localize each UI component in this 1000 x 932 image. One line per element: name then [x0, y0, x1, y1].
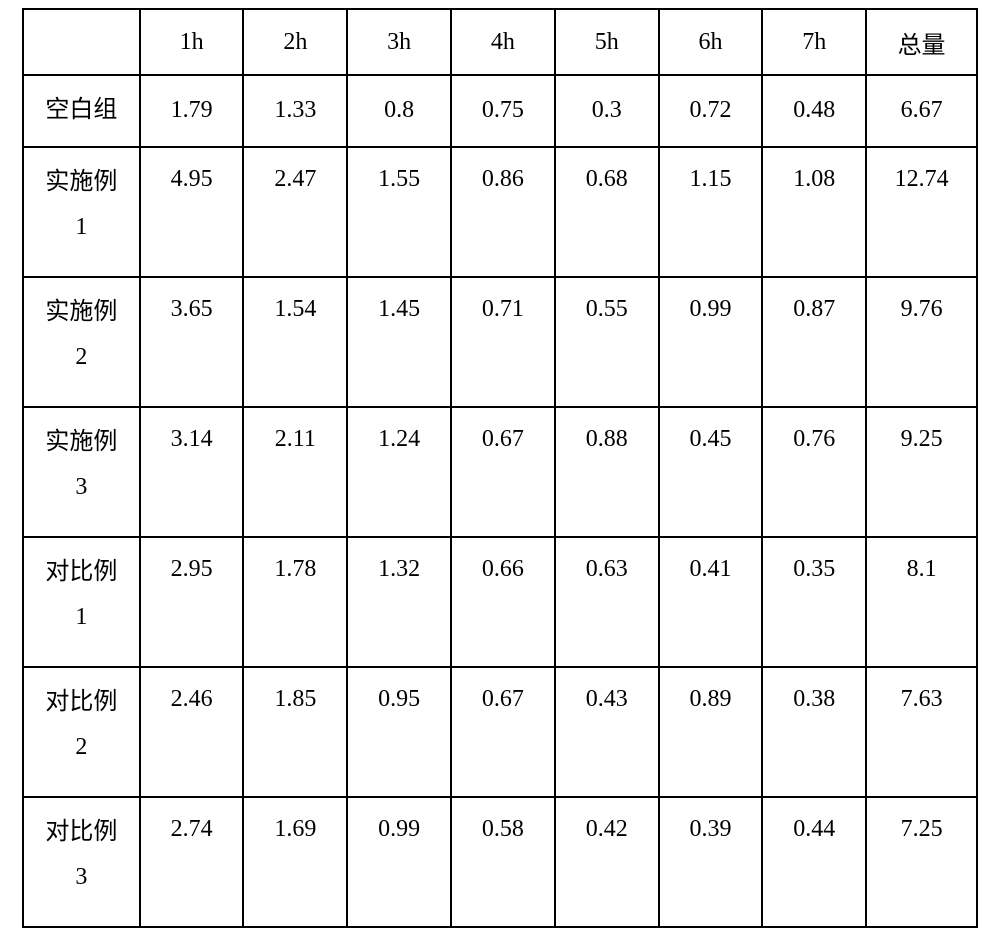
- data-cell: 0.86: [451, 147, 555, 277]
- data-cell: 0.44: [762, 797, 866, 927]
- data-cell: 2.47: [243, 147, 347, 277]
- header-cell-3h: 3h: [347, 9, 451, 75]
- data-cell: 0.66: [451, 537, 555, 667]
- data-cell: 0.75: [451, 75, 555, 147]
- data-cell: 8.1: [866, 537, 977, 667]
- row-label-cell: 实施例2: [23, 277, 140, 407]
- row-label-line1: 对比例: [24, 550, 139, 596]
- row-label-line1: 实施例: [24, 290, 139, 336]
- data-cell: 12.74: [866, 147, 977, 277]
- data-cell: 2.11: [243, 407, 347, 537]
- data-cell: 0.76: [762, 407, 866, 537]
- row-label-line2: 2: [24, 725, 139, 771]
- data-cell: 0.67: [451, 667, 555, 797]
- data-cell: 3.65: [140, 277, 244, 407]
- row-label-cell: 实施例3: [23, 407, 140, 537]
- header-cell-2h: 2h: [243, 9, 347, 75]
- data-cell: 0.43: [555, 667, 659, 797]
- data-cell: 0.71: [451, 277, 555, 407]
- data-cell: 0.3: [555, 75, 659, 147]
- row-label-line2: 1: [24, 205, 139, 251]
- row-label-cell: 对比例3: [23, 797, 140, 927]
- data-cell: 1.78: [243, 537, 347, 667]
- data-cell: 0.72: [659, 75, 763, 147]
- data-cell: 0.48: [762, 75, 866, 147]
- table-row: 空白组1.791.330.80.750.30.720.486.67: [23, 75, 977, 147]
- table-header-row: 1h 2h 3h 4h 5h 6h 7h 总量: [23, 9, 977, 75]
- header-cell-6h: 6h: [659, 9, 763, 75]
- data-cell: 0.88: [555, 407, 659, 537]
- data-cell: 0.89: [659, 667, 763, 797]
- header-cell-total: 总量: [866, 9, 977, 75]
- table-row: 实施例14.952.471.550.860.681.151.0812.74: [23, 147, 977, 277]
- header-cell-1h: 1h: [140, 9, 244, 75]
- data-cell: 1.85: [243, 667, 347, 797]
- row-label-cell: 空白组: [23, 75, 140, 147]
- table-row: 对比例22.461.850.950.670.430.890.387.63: [23, 667, 977, 797]
- row-label-line2: 1: [24, 595, 139, 641]
- data-cell: 0.38: [762, 667, 866, 797]
- data-cell: 2.74: [140, 797, 244, 927]
- data-cell: 1.08: [762, 147, 866, 277]
- data-cell: 3.14: [140, 407, 244, 537]
- data-cell: 0.45: [659, 407, 763, 537]
- data-table: 1h 2h 3h 4h 5h 6h 7h 总量 空白组1.791.330.80.…: [22, 8, 978, 928]
- data-cell: 0.99: [659, 277, 763, 407]
- row-label-line1: 实施例: [24, 420, 139, 466]
- data-cell: 0.68: [555, 147, 659, 277]
- header-cell-5h: 5h: [555, 9, 659, 75]
- data-cell: 9.76: [866, 277, 977, 407]
- row-label-line1: 实施例: [24, 160, 139, 206]
- table-row: 对比例12.951.781.320.660.630.410.358.1: [23, 537, 977, 667]
- table-row: 实施例23.651.541.450.710.550.990.879.76: [23, 277, 977, 407]
- data-cell: 0.8: [347, 75, 451, 147]
- data-cell: 1.55: [347, 147, 451, 277]
- data-cell: 7.63: [866, 667, 977, 797]
- data-cell: 7.25: [866, 797, 977, 927]
- data-cell: 1.45: [347, 277, 451, 407]
- row-label-cell: 实施例1: [23, 147, 140, 277]
- data-cell: 1.32: [347, 537, 451, 667]
- row-label-line2: 3: [24, 465, 139, 511]
- table-row: 对比例32.741.690.990.580.420.390.447.25: [23, 797, 977, 927]
- data-cell: 1.33: [243, 75, 347, 147]
- data-cell: 0.41: [659, 537, 763, 667]
- data-cell: 2.95: [140, 537, 244, 667]
- data-cell: 1.15: [659, 147, 763, 277]
- table-row: 实施例33.142.111.240.670.880.450.769.25: [23, 407, 977, 537]
- data-cell: 1.54: [243, 277, 347, 407]
- data-cell: 1.24: [347, 407, 451, 537]
- data-cell: 2.46: [140, 667, 244, 797]
- data-cell: 1.79: [140, 75, 244, 147]
- data-cell: 0.63: [555, 537, 659, 667]
- table-body: 空白组1.791.330.80.750.30.720.486.67实施例14.9…: [23, 75, 977, 927]
- row-label-line2: 2: [24, 335, 139, 381]
- data-cell: 9.25: [866, 407, 977, 537]
- data-cell: 0.42: [555, 797, 659, 927]
- data-cell: 0.35: [762, 537, 866, 667]
- header-cell-4h: 4h: [451, 9, 555, 75]
- data-cell: 0.99: [347, 797, 451, 927]
- data-cell: 6.67: [866, 75, 977, 147]
- row-label-cell: 对比例1: [23, 537, 140, 667]
- data-cell: 1.69: [243, 797, 347, 927]
- data-cell: 0.58: [451, 797, 555, 927]
- data-cell: 0.55: [555, 277, 659, 407]
- row-label-cell: 对比例2: [23, 667, 140, 797]
- data-cell: 0.87: [762, 277, 866, 407]
- row-label-line2: 3: [24, 855, 139, 901]
- data-cell: 4.95: [140, 147, 244, 277]
- header-cell-label: [23, 9, 140, 75]
- row-label-line1: 对比例: [24, 810, 139, 856]
- data-cell: 0.95: [347, 667, 451, 797]
- data-cell: 0.39: [659, 797, 763, 927]
- data-cell: 0.67: [451, 407, 555, 537]
- header-cell-7h: 7h: [762, 9, 866, 75]
- row-label-line1: 对比例: [24, 680, 139, 726]
